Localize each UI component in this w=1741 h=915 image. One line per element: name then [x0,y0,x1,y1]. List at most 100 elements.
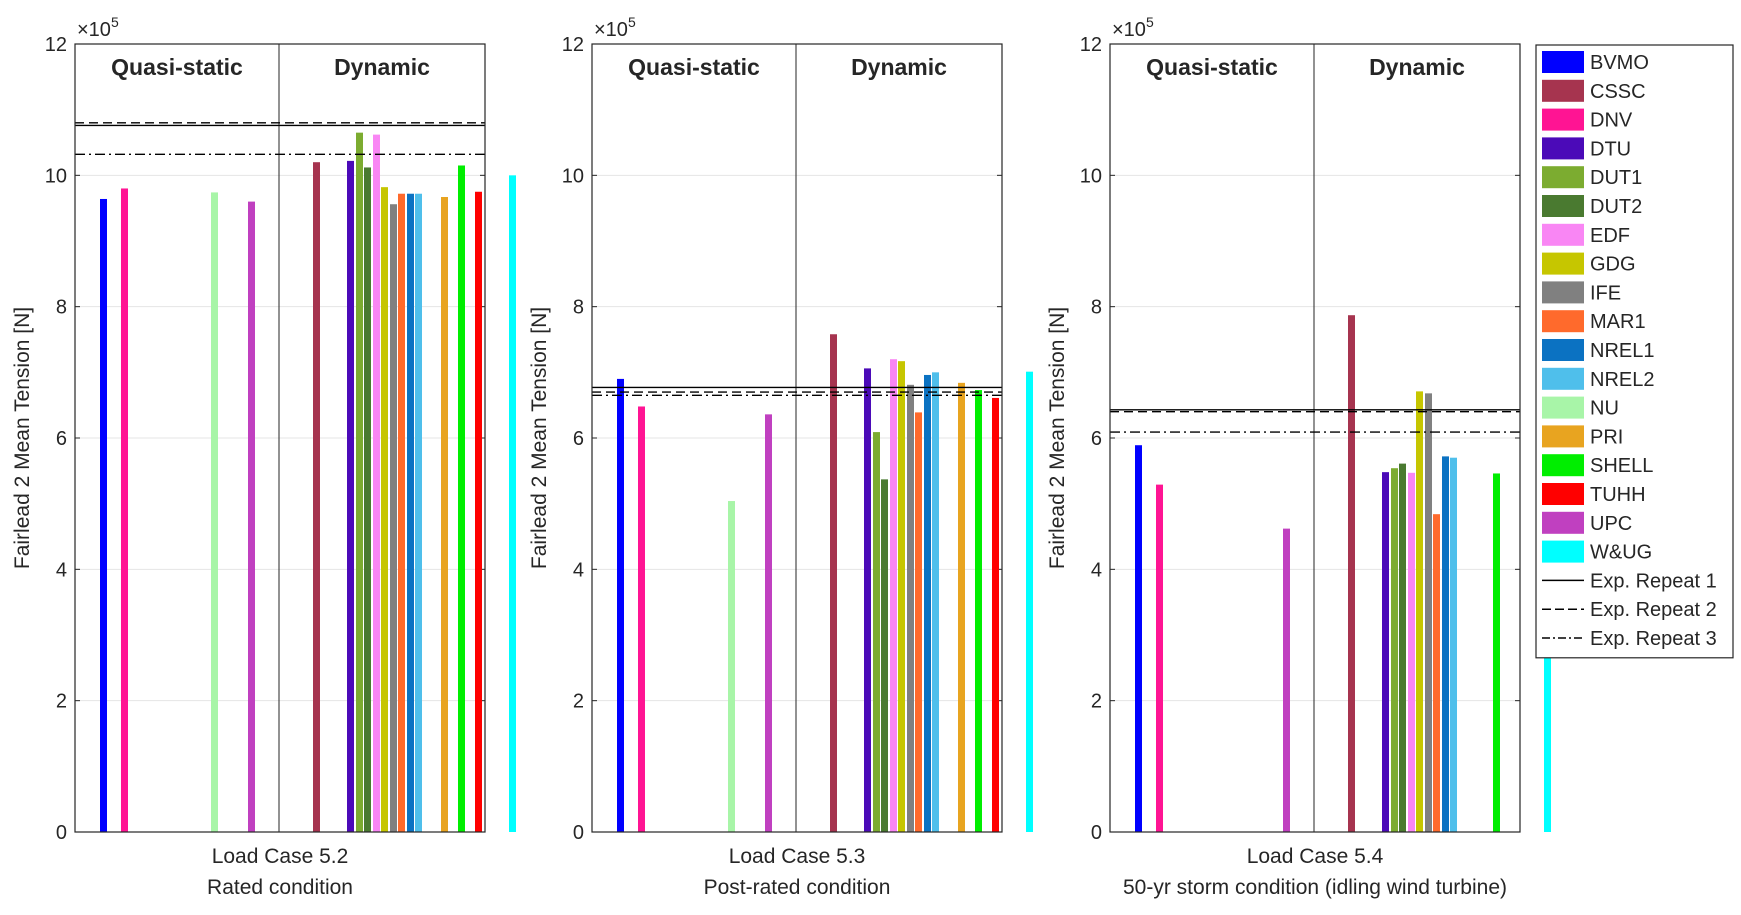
bar-wug [509,175,516,833]
y-tick-label: 2 [56,691,67,713]
bar-cssc [313,162,320,832]
legend-swatch-pri [1542,425,1584,448]
bar-ife [1425,393,1432,832]
y-tick-label: 12 [1080,34,1102,56]
y-tick-label: 12 [45,34,67,56]
bar-nu [211,192,218,832]
y-tick-label: 6 [1091,428,1102,450]
bar-dtu [1382,472,1389,832]
bar-nu [728,501,735,832]
legend-swatch-cssc [1542,79,1584,102]
bar-gdg [381,187,388,833]
y-exponent-power: 5 [628,14,636,30]
y-tick-label: 8 [56,297,67,319]
bar-dut2 [364,167,371,832]
bar-dtu [347,160,354,833]
bar-edf [373,134,380,832]
section-label-quasi-static: Quasi-static [111,54,243,80]
panels: 0 2 4 6 8 10 12 ×105 Fairlead 2 Mean Tension [N]… [11,14,1551,899]
legend-swatch-tuhh [1542,483,1584,505]
panel-subtitle: Post-rated condition [704,876,891,899]
bar-ife [390,204,397,832]
bar-dut1 [356,132,363,832]
legend-label: SHELL [1590,455,1653,477]
y-exponent-label: ×105 [77,14,119,41]
legend-swatch-bvmo [1542,51,1584,73]
plot-frame [74,43,486,833]
bar-shell [1493,473,1500,832]
y-exponent-label: ×105 [594,14,636,41]
legend-label: NREL2 [1590,369,1654,391]
bar-dut1 [873,432,880,832]
y-tick-label: 0 [1091,822,1102,844]
legend-label: DUT2 [1590,196,1642,218]
bar-nrel2 [415,193,422,833]
y-tick-label: 2 [573,691,584,713]
section-label-dynamic: Dynamic [334,54,430,80]
legend-label: UPC [1590,513,1632,535]
y-tick-label: 4 [573,559,584,581]
y-tick-label: 0 [573,822,584,844]
legend-swatch-wug [1542,540,1584,563]
bar-shell [975,390,982,832]
legend-swatch-dnv [1542,108,1584,131]
legend-swatch-upc [1542,511,1584,534]
bar-mar1 [915,412,922,832]
bar-shell [458,165,465,832]
legend-swatch-dut2 [1542,195,1584,217]
bar-gdg [1416,391,1423,832]
panel-subtitle: 50-yr storm condition (idling wind turbi… [1123,876,1507,899]
plot-frame [591,43,1003,833]
section-label-quasi-static: Quasi-static [1146,54,1278,80]
legend-swatch-dut1 [1542,166,1584,189]
y-axis-label: Fairlead 2 Mean Tension [N] [528,307,551,569]
x-axis-label: Load Case 5.4 [1247,845,1384,868]
y-tick-label: 8 [1091,297,1102,319]
section-label-quasi-static: Quasi-static [628,54,760,80]
y-tick-label: 4 [1091,559,1102,581]
bar-tuhh [992,397,999,832]
bar-nrel1 [1442,456,1449,832]
panel-2: 0 2 4 6 8 10 12 ×105 Fairlead 2 Mean Tension [N]… [528,14,1033,899]
bar-edf [1408,472,1415,832]
bar-mar1 [1433,514,1440,832]
bar-upc [765,414,772,832]
legend-swatch-gdg [1542,252,1584,275]
bar-edf [890,359,897,832]
y-tick-label: 2 [1091,691,1102,713]
bar-wug [1026,371,1033,832]
legend-label: Exp. Repeat 3 [1590,628,1717,650]
bar-bvmo [1135,445,1142,832]
legend: BVMO CSSC DNV DTU DUT1 DUT2 EDF GDG IFE MAR1 NREL1… [1535,44,1734,659]
panel-subtitle: Rated condition [207,876,353,899]
legend-label: EDF [1590,225,1630,247]
bar-upc [1283,528,1290,832]
x-axis-label: Load Case 5.2 [212,845,349,868]
legend-label: MAR1 [1590,311,1646,333]
legend-swatch-mar1 [1542,310,1584,333]
panel-3: 0 2 4 6 8 10 12 ×105 Fairlead 2 Mean Tension [N]… [1046,14,1551,899]
bar-dut2 [881,479,888,832]
bar-mar1 [398,193,405,833]
y-tick-label: 10 [45,165,67,187]
legend-swatch-nu [1542,396,1584,419]
y-exponent-power: 5 [1146,14,1154,30]
bar-dnv [638,406,645,832]
bar-dut1 [1391,468,1398,832]
panel-1: 0 2 4 6 8 10 12 ×105 Fairlead 2 Mean Tension [N]… [11,14,516,899]
bar-bvmo [617,378,624,832]
bar-pri [958,382,965,832]
legend-label: CSSC [1590,81,1646,103]
y-exponent-power: 5 [111,14,119,30]
y-axis-label: Fairlead 2 Mean Tension [N] [1046,307,1069,569]
bar-nrel1 [924,374,931,832]
legend-label: PRI [1590,426,1623,448]
legend-swatch-ife [1542,281,1584,304]
y-tick-label: 10 [562,165,584,187]
legend-label: Exp. Repeat 1 [1590,570,1717,592]
y-tick-label: 4 [56,559,67,581]
bar-dnv [121,188,128,832]
legend-swatch-shell [1542,454,1584,477]
y-tick-label: 10 [1080,165,1102,187]
bar-bvmo [100,198,107,832]
